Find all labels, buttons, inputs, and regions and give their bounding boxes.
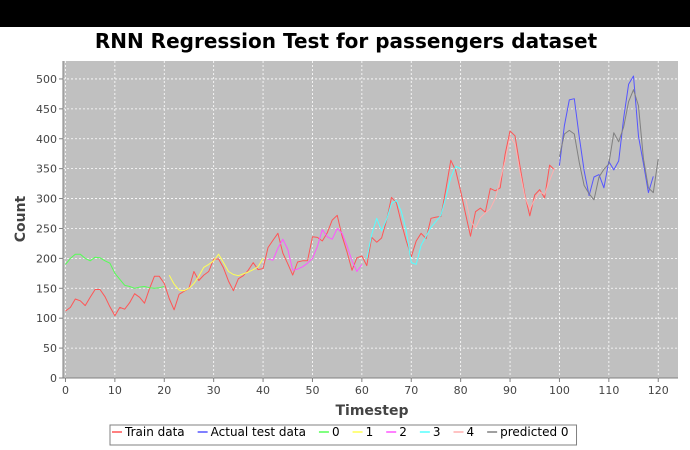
x-tick-label: 80	[454, 384, 468, 397]
y-tick-label: 250	[36, 222, 57, 235]
window-title-bar	[0, 0, 690, 27]
chart-panel: RNN Regression Test for passengers datas…	[0, 27, 690, 450]
legend-label-3: 1	[366, 425, 374, 439]
x-tick-label: 50	[305, 384, 319, 397]
x-tick-label: 120	[648, 384, 669, 397]
plot-background	[63, 61, 678, 378]
series-line-5	[366, 165, 461, 265]
x-tick-label: 40	[256, 384, 270, 397]
x-tick-label: 30	[207, 384, 221, 397]
legend-box	[109, 424, 578, 446]
y-tick-label: 150	[36, 282, 57, 295]
series-line-1	[558, 75, 654, 197]
y-tick-label: 200	[36, 252, 57, 265]
chart-title: RNN Regression Test for passengers datas…	[95, 29, 598, 53]
chart-svg: RNN Regression Test for passengers datas…	[13, 29, 678, 446]
y-tick-label: 400	[36, 133, 57, 146]
series-lines	[65, 75, 659, 317]
series-line-3	[168, 253, 264, 292]
x-tick-label: 90	[503, 384, 517, 397]
series-line-2	[65, 253, 165, 289]
y-tick-label: 350	[36, 163, 57, 176]
y-tick-label: 50	[43, 342, 57, 355]
x-tick-label: 10	[108, 384, 122, 397]
y-tick-label: 450	[36, 103, 57, 116]
series-line-4	[267, 228, 363, 272]
x-tick-label: 110	[598, 384, 619, 397]
series-line-7	[558, 89, 659, 201]
legend-label-4: 2	[399, 425, 407, 439]
legend-label-0: Train data	[124, 425, 185, 439]
y-tick-label: 100	[36, 312, 57, 325]
x-tick-label: 60	[355, 384, 369, 397]
legend-label-2: 0	[332, 425, 340, 439]
legend-label-1: Actual test data	[211, 425, 306, 439]
legend-label-5: 3	[433, 425, 441, 439]
x-tick-label: 100	[549, 384, 570, 397]
legend-label-7: predicted 0	[500, 425, 568, 439]
legend-label-6: 4	[467, 425, 475, 439]
y-axis-label: Count	[13, 195, 29, 242]
axes: 0 50 100 150 200 250 300 350 400 450 500 0 10 20 30 40 5…	[36, 61, 678, 397]
y-tick-label: 0	[50, 372, 57, 385]
y-tick-label: 500	[36, 73, 57, 86]
x-tick-label: 0	[62, 384, 69, 397]
y-tick-label: 300	[36, 193, 57, 206]
x-axis-label: Timestep	[336, 403, 409, 419]
x-tick-label: 20	[157, 384, 171, 397]
x-tick-label: 70	[404, 384, 418, 397]
series-line-6	[465, 135, 555, 229]
legend: Train data Actual test data 0 1 2 3 4 predicted…	[109, 424, 578, 446]
